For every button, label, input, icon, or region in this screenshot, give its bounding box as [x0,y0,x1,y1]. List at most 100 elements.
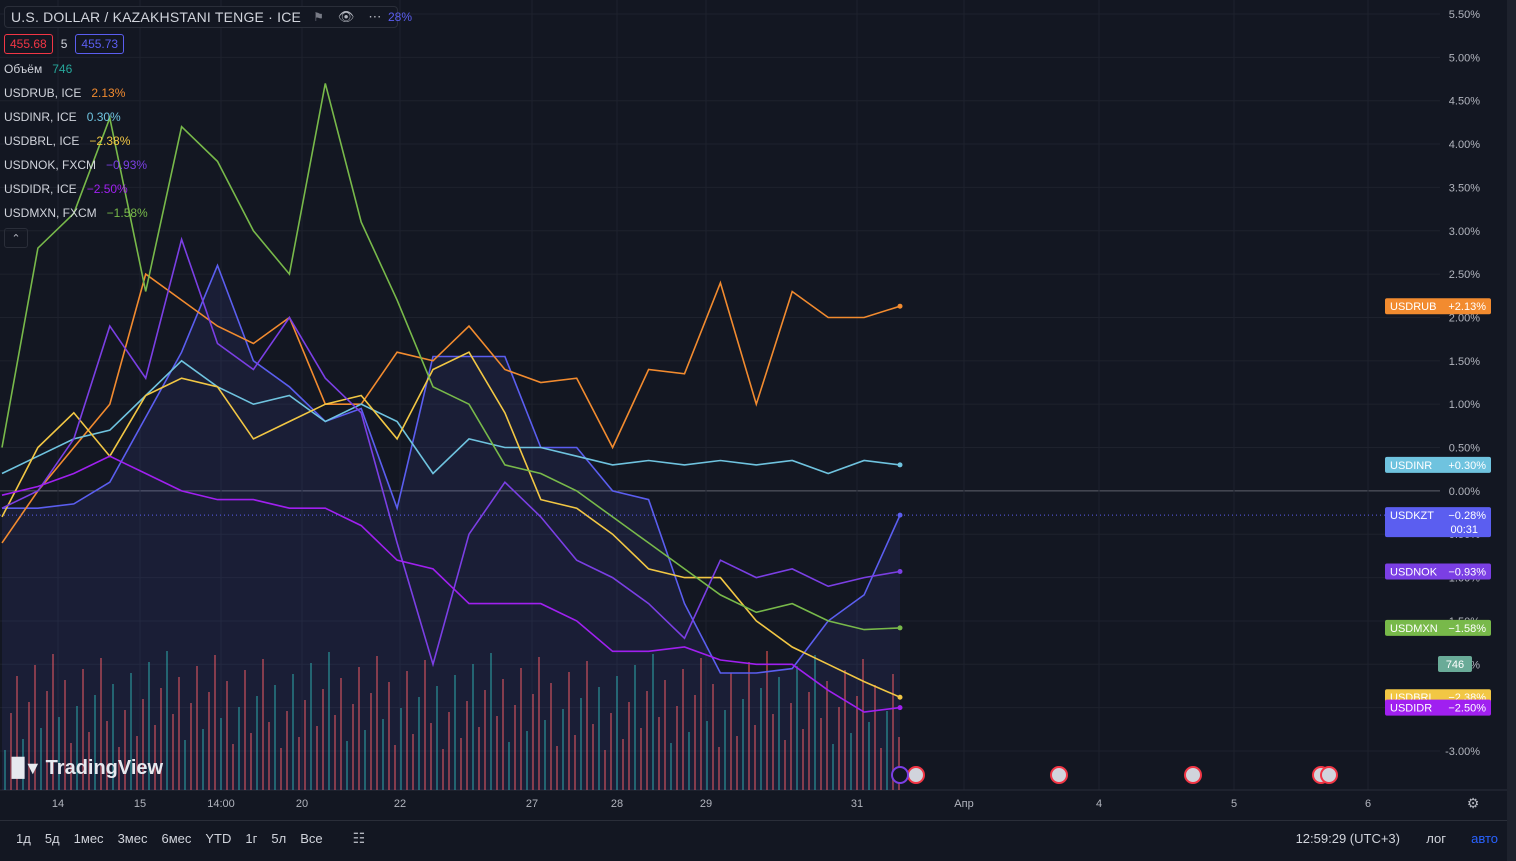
volume-label-value: 746 [1446,659,1464,671]
legend-item-name: USDRUB, ICE [4,86,82,100]
clock[interactable]: 12:59:29 (UTC+3) [1295,830,1400,846]
symbol-header[interactable]: U.S. DOLLAR / KAZAKHSTANI TENGE · ICE ⚑ … [4,6,398,28]
timeframe-button[interactable]: 1мес [73,830,104,846]
flag-icon[interactable]: ⚑ [313,10,324,24]
volume-bar [166,651,168,790]
volume-bar [232,744,234,790]
volume-bar [310,663,312,790]
series-price-label[interactable]: USDNOK −0.93% [1385,563,1491,580]
series-label-name: USDNOK [1390,567,1438,579]
volume-bar [40,728,42,790]
volume-value: 746 [52,62,73,76]
series-price-label[interactable]: USDINR +0.30% [1385,456,1491,473]
date-range-icon[interactable]: ☷ [352,829,366,846]
volume-bar [652,654,654,790]
volume-bar [898,737,900,790]
series-line[interactable] [1,272,901,544]
volume-bar [586,661,588,790]
timeframe-button[interactable]: 1г [245,830,258,846]
series-price-label[interactable]: USDIDR −2.50% [1385,699,1491,716]
volume-bar [646,691,648,790]
volume-bar [616,676,618,790]
series-last-point [897,303,903,309]
timeframe-button[interactable]: YTD [205,830,232,846]
bid-price[interactable]: 455.68 [4,34,53,54]
us-flag-event-icon[interactable] [1320,766,1338,784]
volume-bar [184,740,186,790]
y-tick-label: 1.50% [1449,356,1480,368]
series-line[interactable] [1,455,901,713]
series-line[interactable] [1,236,901,668]
y-tick-label: 0.50% [1449,443,1480,455]
us-flag-event-icon[interactable] [1050,766,1068,784]
timeframe-button[interactable]: Все [300,830,323,846]
volume-bar [208,692,210,790]
volume-bar [154,725,156,790]
symbol-title[interactable]: U.S. DOLLAR / KAZAKHSTANI TENGE · ICE [11,9,302,25]
volume-bar [700,658,702,790]
volume-bar [796,666,798,790]
legend-item[interactable]: USDBRL, ICE −2.38% [4,134,398,150]
volume-bar [316,726,318,790]
ask-price[interactable]: 455.73 [75,34,125,54]
series-line[interactable] [2,263,901,674]
x-tick-label: 31 [851,798,863,810]
volume-bar [118,747,120,790]
legend-item[interactable]: USDINR, ICE 0.30% [4,110,398,126]
eye-icon[interactable]: 👁 [337,9,355,24]
log-scale-toggle[interactable]: лог [1426,830,1446,846]
us-flag-event-icon[interactable] [907,766,925,784]
timeframe-button[interactable]: 5л [271,830,287,846]
volume-row[interactable]: Объём 746 [4,62,398,78]
timeframe-button[interactable]: 3мес [117,830,148,846]
timeframe-button[interactable]: 6мес [161,830,192,846]
legend-item[interactable]: USDNOK, FXCM −0.93% [4,158,398,174]
volume-bar [76,706,78,790]
timeframe-button[interactable]: 1д [16,830,31,846]
settings-gear-icon[interactable]: ⚙ [1467,796,1480,812]
timeframe-button[interactable]: 5д [44,830,60,846]
more-icon[interactable]: ⋯ [368,9,382,24]
y-tick-label: 4.50% [1449,96,1480,108]
series-price-label[interactable]: USDRUB +2.13% [1385,298,1491,315]
legend-item[interactable]: USDRUB, ICE 2.13% [4,86,398,102]
tradingview-logo[interactable]: ▉▼ TradingView [12,757,163,780]
series-label-value: −1.58% [1448,623,1486,635]
volume-price-label: 746 [1438,656,1472,672]
series-line[interactable] [1,83,901,631]
series-line[interactable] [1,351,901,698]
y-tick-label: 2.50% [1449,269,1480,281]
right-scroll-strip[interactable] [1507,0,1516,861]
volume-bar [142,699,144,790]
series-price-label[interactable]: USDMXN −1.58% [1385,619,1491,636]
auto-scale-toggle[interactable]: авто [1471,830,1498,846]
series-last-point [897,625,903,631]
collapse-legend-button[interactable]: ⌃ [4,228,28,248]
y-tick-label: 5.50% [1449,9,1480,21]
series-line[interactable] [1,359,901,475]
legend-item-name: USDNOK, FXCM [4,158,97,172]
volume-bar [352,704,354,790]
volume-bar [220,718,222,790]
x-tick-label: 4 [1096,798,1102,810]
legend-item[interactable]: USDMXN, FXCM −1.58% [4,206,398,222]
volume-bar [664,680,666,790]
x-tick-label: 22 [394,798,406,810]
lightning-event-icon[interactable] [891,766,909,784]
us-flag-event-icon[interactable] [1184,766,1202,784]
comparison-chart[interactable]: 5.50% 5.00% 4.50% 4.00% 3.50% 3.00% 2.50% 2.00%… [0,0,1507,820]
tv-logo-icon: ▉▼ [12,758,42,778]
series-label-bg [1385,507,1491,538]
series-price-label[interactable]: USDKZT −0.28% 00:31 [1385,507,1491,538]
legend-item-value: −2.38% [89,134,131,148]
volume-bar [676,706,678,790]
volume-bar [340,678,342,790]
legend-item[interactable]: USDIDR, ICE −2.50% [4,182,398,198]
volume-bar [376,656,378,790]
volume-bar [472,664,474,790]
y-tick-label: 0.00% [1449,486,1480,498]
series-label-bg [1385,699,1491,716]
volume-bar [730,673,732,790]
x-tick-label: 5 [1231,798,1237,810]
volume-bar [10,713,12,790]
